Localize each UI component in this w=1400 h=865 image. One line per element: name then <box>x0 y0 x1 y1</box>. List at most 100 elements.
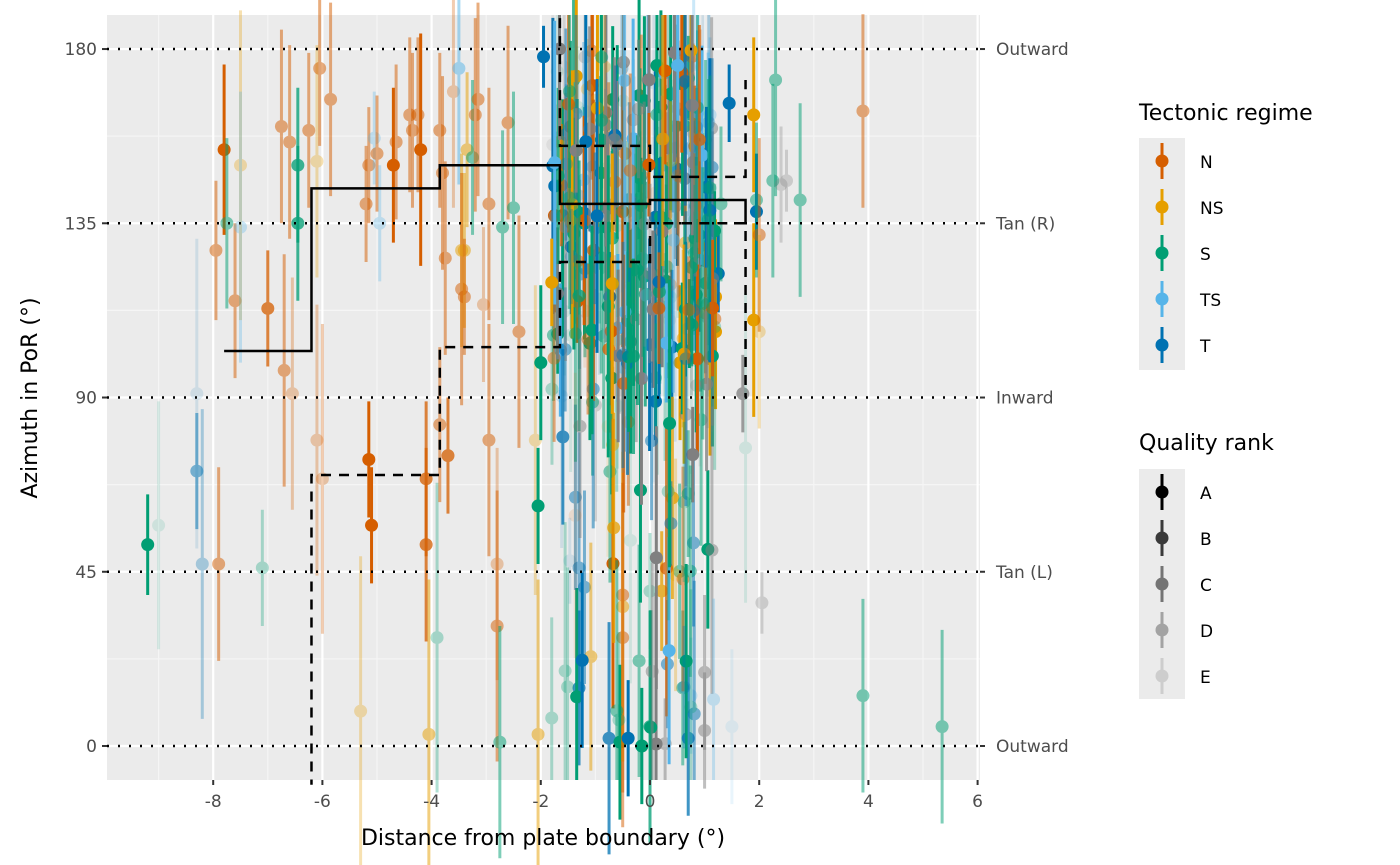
data-point <box>692 25 706 255</box>
point-marker <box>446 85 460 99</box>
data-point <box>414 33 428 266</box>
point-marker <box>752 228 766 242</box>
x-tick-label: -4 <box>423 792 440 812</box>
data-point <box>655 531 669 651</box>
point-marker <box>457 290 471 304</box>
point-marker <box>482 197 496 211</box>
point-marker <box>616 631 630 645</box>
point-marker <box>610 219 624 233</box>
data-point <box>190 238 204 549</box>
point-marker <box>575 653 589 667</box>
point-marker <box>195 557 209 571</box>
point-marker <box>747 108 761 122</box>
data-point <box>678 15 692 206</box>
data-point <box>645 361 659 521</box>
data-point <box>696 167 710 440</box>
point-marker <box>685 98 699 112</box>
data-point <box>141 494 155 595</box>
data-point <box>568 205 582 462</box>
point-marker <box>682 303 696 317</box>
data-point <box>652 252 666 365</box>
y-secondary-tick-label: Outward <box>996 737 1069 757</box>
legend-item <box>1155 566 1169 602</box>
data-point <box>747 223 761 417</box>
data-point <box>774 126 788 243</box>
reference-lines <box>107 47 980 748</box>
data-point <box>643 183 657 364</box>
y-axis-title: Azimuth in PoR (°) <box>18 297 43 498</box>
point-marker <box>623 533 637 547</box>
point-marker <box>354 704 368 718</box>
legend-label: T <box>1199 337 1211 357</box>
data-point <box>621 680 635 797</box>
y-tick-label: 135 <box>65 214 97 234</box>
point-marker <box>277 363 291 377</box>
legend-item: N <box>1155 143 1213 179</box>
point-marker <box>635 739 649 753</box>
point-marker <box>441 449 455 463</box>
point-marker <box>367 131 381 145</box>
point-marker <box>677 495 691 509</box>
point-marker <box>687 707 701 721</box>
point-marker <box>452 61 466 75</box>
point-marker <box>666 233 680 247</box>
point-marker <box>592 262 606 276</box>
x-axis-title: Distance from plate boundary (°) <box>361 826 725 851</box>
point-marker <box>602 731 616 745</box>
point-marker <box>362 158 376 172</box>
point-marker <box>438 251 452 265</box>
data-point <box>302 52 316 208</box>
point-marker <box>563 554 577 568</box>
data-point <box>856 14 870 208</box>
data-point <box>152 401 166 650</box>
point-marker <box>537 50 551 64</box>
data-point <box>531 579 545 865</box>
point-marker <box>610 704 624 718</box>
data-point <box>562 86 576 309</box>
data-point <box>430 482 444 793</box>
data-point <box>476 227 490 383</box>
point-marker <box>679 352 693 366</box>
point-marker <box>310 154 324 168</box>
legend-tectonic-regime: Tectonic regime N NS S TS T <box>1138 101 1313 370</box>
point-marker <box>422 727 436 741</box>
data-point <box>668 141 682 442</box>
point-marker <box>283 135 297 149</box>
legend-key-point <box>1155 338 1169 352</box>
legend-item <box>1155 474 1169 510</box>
point-marker <box>430 631 444 645</box>
point-marker <box>141 538 155 552</box>
legend-item <box>1155 658 1169 694</box>
point-marker <box>616 94 630 108</box>
point-marker <box>645 434 659 448</box>
legend-label: D <box>1200 622 1213 642</box>
data-point <box>310 304 324 576</box>
point-marker <box>656 132 670 146</box>
point-marker <box>649 551 663 565</box>
point-marker <box>679 203 693 217</box>
point-marker <box>534 356 548 370</box>
data-point <box>558 522 572 780</box>
point-marker <box>631 102 645 116</box>
legend-key-point <box>1155 669 1169 683</box>
point-marker <box>359 197 373 211</box>
data-point <box>747 37 761 193</box>
point-marker <box>703 181 717 195</box>
legend-label: C <box>1200 576 1212 596</box>
point-marker <box>655 584 669 598</box>
point-marker <box>686 448 700 462</box>
point-marker <box>793 193 807 207</box>
legend-key-point <box>1155 531 1169 545</box>
point-marker <box>632 654 646 668</box>
median-step-line <box>224 163 747 353</box>
point-marker <box>668 285 682 299</box>
point-marker <box>671 58 685 72</box>
legend-title-quality: Quality rank <box>1139 431 1274 456</box>
y-secondary-tick-label: Tan (L) <box>995 563 1053 583</box>
data-point <box>365 467 379 584</box>
x-tick-label: -6 <box>314 792 331 812</box>
point-marker <box>621 731 635 745</box>
data-point <box>228 223 242 379</box>
data-point <box>575 572 589 748</box>
data-point <box>635 687 649 805</box>
